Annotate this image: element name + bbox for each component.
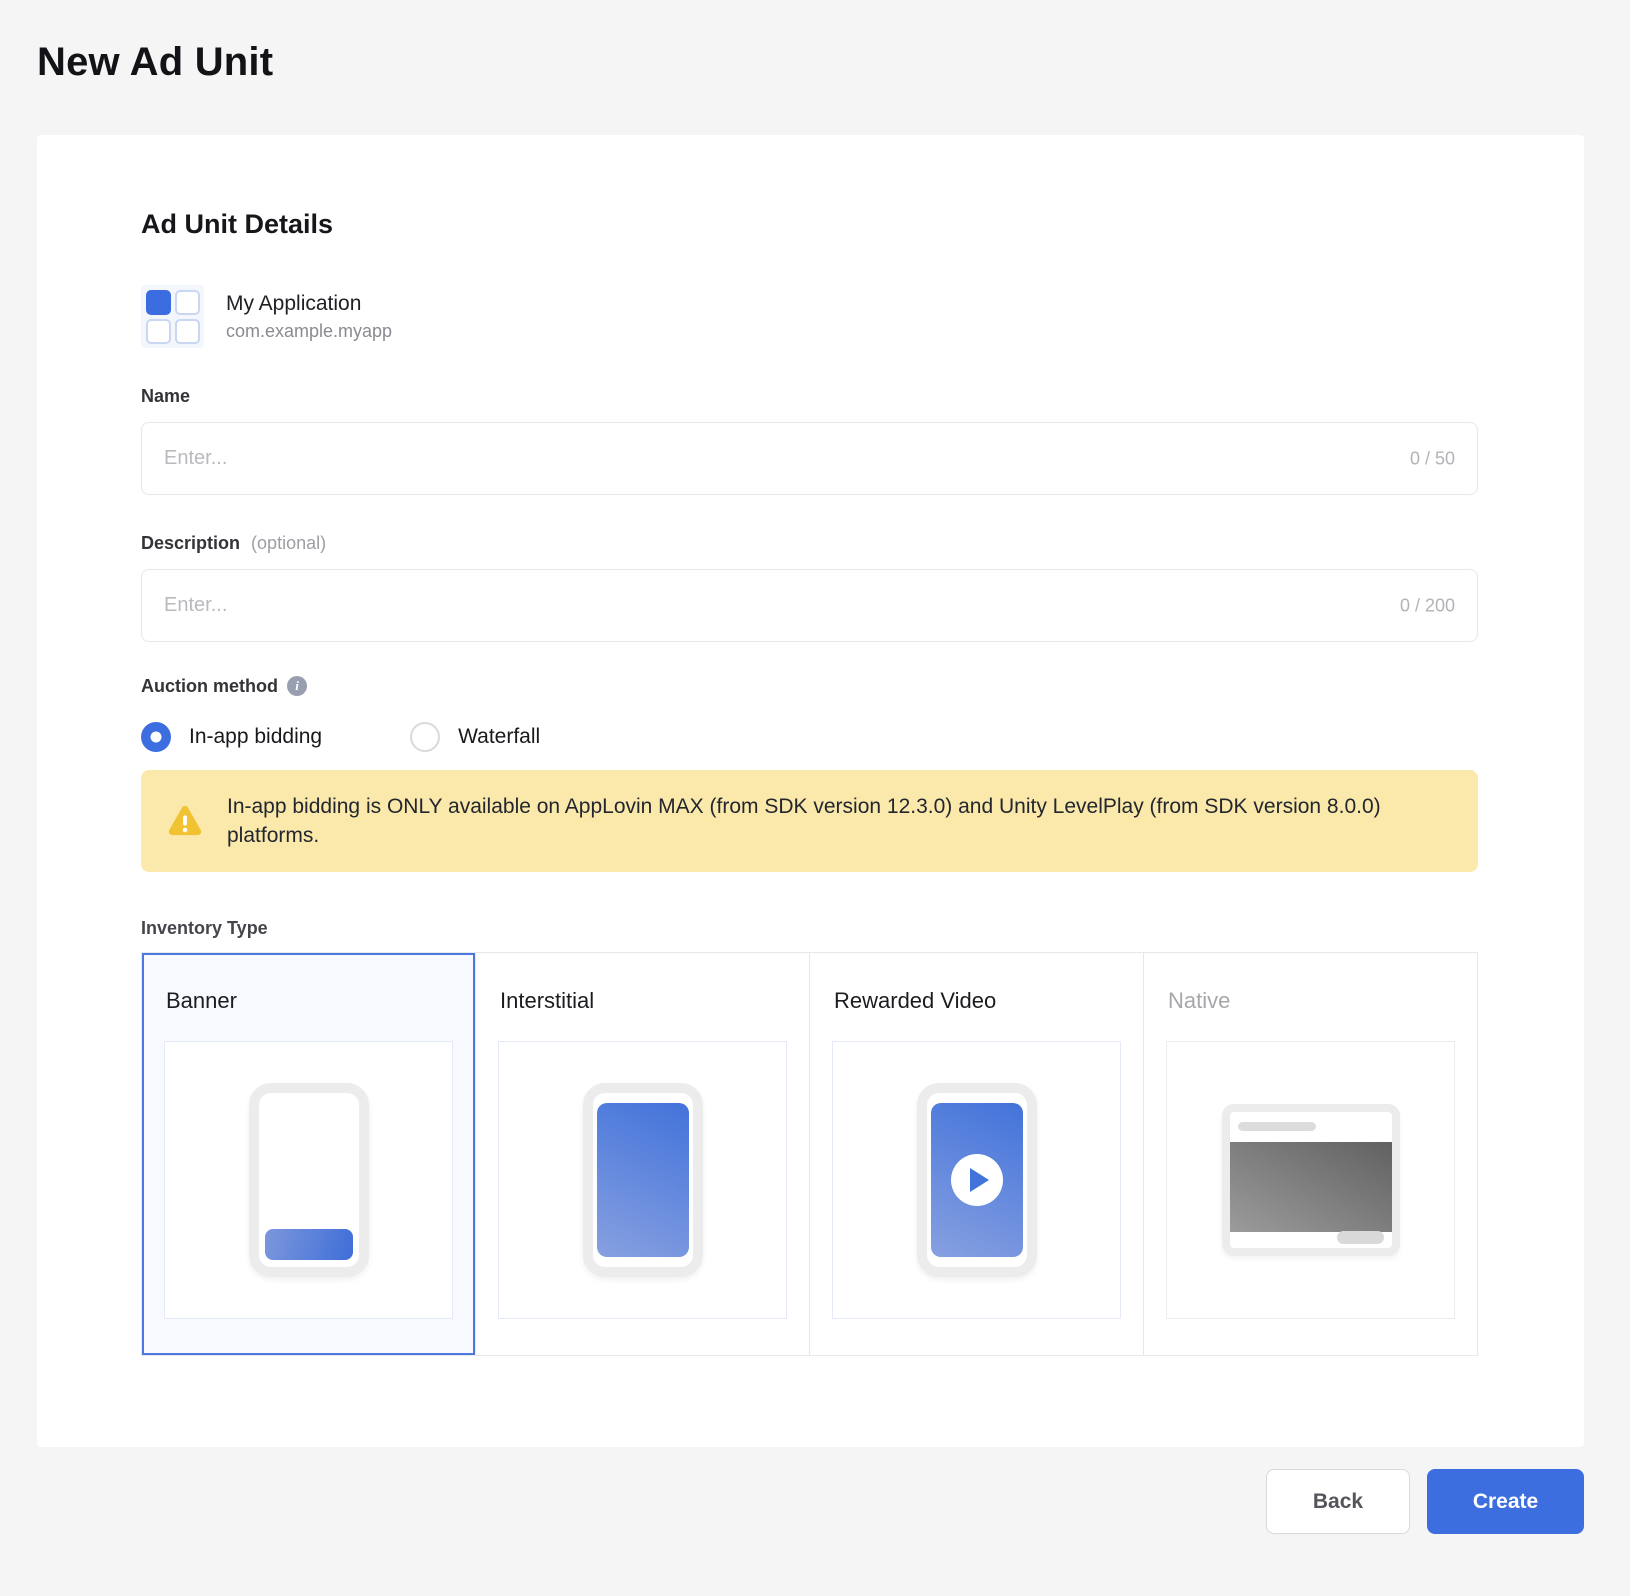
fullscreen-ad-shape <box>596 1103 689 1257</box>
native-cta-placeholder <box>1336 1231 1384 1244</box>
native-ad-card-icon <box>1221 1104 1400 1256</box>
inventory-card-title: Banner <box>166 988 237 1013</box>
play-icon <box>950 1154 1003 1206</box>
footer-actions: Back Create <box>37 1469 1584 1534</box>
inventory-card-title: Rewarded Video <box>834 988 997 1013</box>
in-app-bidding-warning-banner: In-app bidding is ONLY available on AppL… <box>141 770 1478 872</box>
name-char-counter: 0 / 50 <box>1409 448 1455 468</box>
banner-bar-shape <box>264 1229 353 1260</box>
play-triangle-shape <box>969 1168 989 1192</box>
inventory-type-grid: Banner Interstitial Rewarded Video <box>141 952 1478 1356</box>
name-field: 0 / 50 <box>141 422 1478 495</box>
inventory-card-banner[interactable]: Banner <box>142 953 475 1355</box>
radio-selected-icon[interactable] <box>141 722 171 752</box>
name-field-label: Name <box>141 386 191 406</box>
interstitial-illustration <box>498 1041 787 1319</box>
description-char-counter: 0 / 200 <box>1399 595 1455 615</box>
section-title: Ad Unit Details <box>141 209 334 239</box>
warning-text: In-app bidding is ONLY available on AppL… <box>227 795 1381 847</box>
inventory-card-native: Native <box>1143 953 1477 1355</box>
app-grid-icon-square <box>174 289 200 315</box>
ad-unit-details-card: Ad Unit Details My Application com.examp… <box>37 135 1584 1447</box>
description-field: 0 / 200 <box>141 569 1478 642</box>
create-button[interactable]: Create <box>1427 1469 1584 1534</box>
video-screen-shape <box>930 1103 1023 1257</box>
banner-illustration <box>164 1041 453 1319</box>
radio-label: In-app bidding <box>189 725 323 748</box>
page-title: New Ad Unit <box>37 40 274 84</box>
back-button[interactable]: Back <box>1266 1469 1410 1534</box>
inventory-card-interstitial[interactable]: Interstitial <box>475 953 809 1355</box>
native-illustration <box>1166 1041 1455 1319</box>
name-input[interactable] <box>142 423 1477 494</box>
auction-method-options: In-app bidding Waterfall <box>141 722 1478 752</box>
inventory-type-label: Inventory Type <box>141 918 268 938</box>
app-grid-icon-square <box>174 318 200 344</box>
phone-fullscreen-ad-icon <box>582 1083 703 1277</box>
inventory-card-rewarded-video[interactable]: Rewarded Video <box>809 953 1143 1355</box>
app-grid-icon <box>141 285 204 348</box>
radio-option-in-app-bidding[interactable]: In-app bidding <box>141 722 322 752</box>
inventory-card-title: Interstitial <box>500 988 595 1013</box>
native-image-placeholder <box>1229 1142 1392 1232</box>
app-name: My Application <box>226 291 362 315</box>
description-label-text: Description <box>141 533 241 553</box>
app-grid-icon-square <box>145 289 171 315</box>
description-input[interactable] <box>142 570 1477 641</box>
phone-video-play-icon <box>916 1083 1037 1277</box>
radio-label: Waterfall <box>458 725 541 748</box>
phone-with-bottom-banner-icon <box>248 1083 369 1277</box>
description-optional-hint: (optional) <box>251 533 327 553</box>
info-icon[interactable]: i <box>287 676 307 696</box>
description-field-label: Description (optional) <box>141 533 1478 553</box>
auction-method-label: Auction method <box>141 676 278 696</box>
radio-unselected-icon[interactable] <box>410 722 441 752</box>
radio-option-waterfall[interactable]: Waterfall <box>410 722 540 752</box>
auction-method-label-row: Auction method i <box>141 676 1478 696</box>
app-package: com.example.myapp <box>226 320 393 341</box>
inventory-card-title: Native <box>1168 988 1231 1013</box>
app-meta: My Application com.example.myapp <box>226 291 392 343</box>
app-grid-icon-square <box>145 318 171 344</box>
native-headline-placeholder <box>1237 1122 1316 1131</box>
warning-triangle-icon <box>165 801 205 841</box>
selected-app-row: My Application com.example.myapp <box>141 285 1478 348</box>
rewarded-video-illustration <box>832 1041 1121 1319</box>
